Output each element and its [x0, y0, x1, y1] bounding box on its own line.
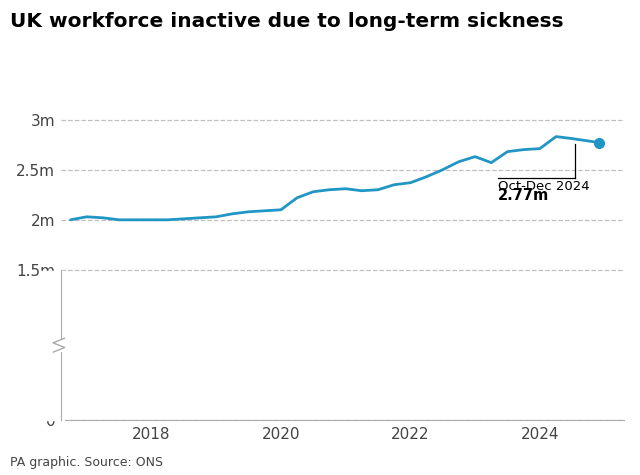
Text: 2.77m: 2.77m: [498, 188, 549, 203]
Text: PA graphic. Source: ONS: PA graphic. Source: ONS: [10, 456, 163, 469]
Text: UK workforce inactive due to long-term sickness: UK workforce inactive due to long-term s…: [10, 12, 563, 31]
Text: Oct-Dec 2024: Oct-Dec 2024: [498, 180, 589, 193]
Bar: [42, 271, 64, 420]
